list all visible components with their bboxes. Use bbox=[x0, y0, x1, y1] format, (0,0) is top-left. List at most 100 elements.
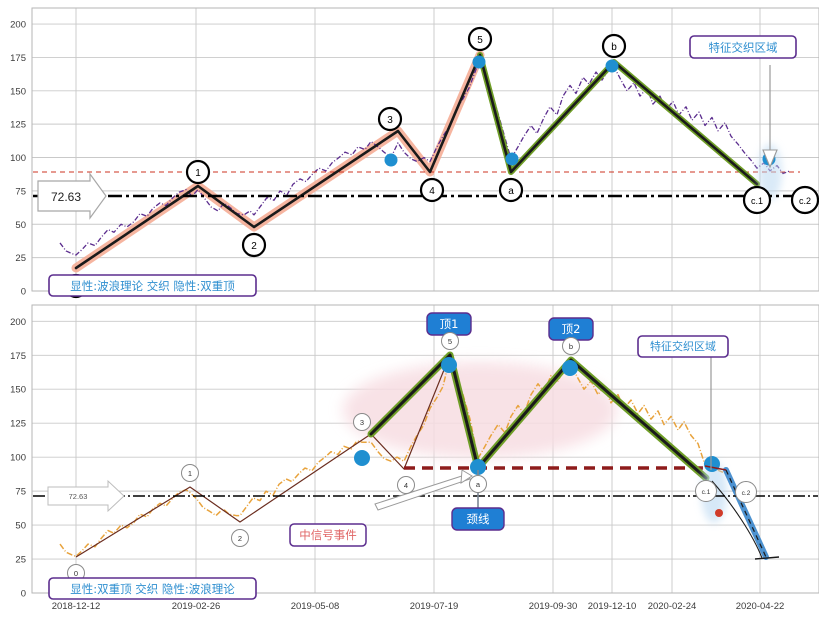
y-axis-tick-label: 0 bbox=[21, 589, 26, 600]
bottom-caption-text: 显性:双重顶 交织 隐性:波浪理论 bbox=[70, 582, 235, 596]
y-axis-tick-label: 125 bbox=[10, 120, 26, 131]
y-axis-tick-label: 50 bbox=[15, 220, 26, 231]
wave-point-marker[interactable] bbox=[231, 529, 249, 547]
wave-point-marker[interactable] bbox=[742, 185, 772, 215]
wave-point-label: a bbox=[508, 186, 514, 197]
y-axis-tick-label: 0 bbox=[21, 287, 26, 298]
signal-marker[interactable] bbox=[562, 360, 578, 376]
x-axis-tick-label: 2020-04-22 bbox=[736, 601, 785, 612]
wave-point-marker[interactable] bbox=[353, 413, 371, 431]
wave-point-label: 3 bbox=[387, 115, 393, 126]
signal-marker[interactable] bbox=[384, 153, 398, 167]
wave-point-marker[interactable] bbox=[469, 475, 487, 493]
y-axis-tick-label: 75 bbox=[15, 487, 26, 498]
wave-point-marker[interactable] bbox=[498, 177, 524, 203]
top-level-value: 72.63 bbox=[51, 190, 81, 204]
wave-point-label: 2 bbox=[251, 241, 257, 252]
y-axis-tick-label: 25 bbox=[15, 555, 26, 566]
x-axis-tick-label: 2019-02-26 bbox=[172, 601, 221, 612]
wave-point-label: a bbox=[476, 480, 481, 489]
top-caption-text: 显性:波浪理论 交织 隐性:双重顶 bbox=[70, 279, 235, 293]
x-axis-tick-label: 2018-12-12 bbox=[52, 601, 101, 612]
wave-point-marker[interactable] bbox=[562, 337, 580, 355]
bottom-level-value: 72.63 bbox=[69, 492, 88, 501]
wave-point-marker[interactable] bbox=[695, 480, 717, 502]
wave-point-label: 1 bbox=[195, 168, 201, 179]
y-axis-tick-label: 175 bbox=[10, 351, 26, 362]
wave-point-label: c.2 bbox=[799, 196, 811, 206]
signal-marker[interactable] bbox=[472, 55, 486, 69]
top-wave-skeleton bbox=[74, 53, 759, 270]
y-axis-tick-label: 50 bbox=[15, 521, 26, 532]
bottom-top2-callout: 顶2 bbox=[548, 317, 594, 341]
wave-point-marker[interactable] bbox=[181, 464, 199, 482]
signal-marker[interactable] bbox=[354, 450, 370, 466]
bottom-x-axis-ticks: 2018-12-12 2019-02-26 2019-05-08 2019-07-19… bbox=[52, 601, 785, 612]
x-axis-tick-label: 2019-05-08 bbox=[291, 601, 340, 612]
bottom-event-label: 中信号事件 bbox=[299, 528, 357, 542]
top-down-arrow-icon bbox=[762, 65, 778, 169]
top-plot-frame bbox=[31, 7, 819, 292]
wave-point-marker[interactable] bbox=[467, 26, 493, 52]
signal-marker[interactable] bbox=[605, 59, 619, 73]
bottom-plot-frame bbox=[31, 304, 819, 594]
x-axis-tick-label: 2020-02-24 bbox=[648, 601, 697, 612]
y-axis-tick-label: 25 bbox=[15, 253, 26, 264]
bottom-region-label: 特征交织区域 bbox=[637, 335, 729, 358]
wave-point-marker[interactable] bbox=[419, 177, 445, 203]
bottom-top1-label: 顶1 bbox=[440, 317, 459, 331]
wave-point-label: 4 bbox=[404, 481, 408, 490]
wave-point-label: b bbox=[611, 42, 617, 53]
wave-point-label: 3 bbox=[360, 418, 364, 427]
wave-point-marker[interactable] bbox=[441, 332, 459, 350]
x-axis-tick-label: 2019-07-19 bbox=[410, 601, 459, 612]
bottom-y-axis-ticks: 0 25 50 75 100 125 150 175 200 bbox=[10, 317, 26, 600]
bottom-neckline-label: 颈线 bbox=[467, 512, 490, 526]
y-axis-tick-label: 175 bbox=[10, 53, 26, 64]
wave-point-label: c.2 bbox=[742, 490, 751, 497]
top-region-label: 特征交织区域 bbox=[689, 35, 797, 59]
top-region-label-text: 特征交织区域 bbox=[709, 41, 778, 55]
wave-point-label: b bbox=[569, 342, 573, 351]
wave-point-marker[interactable] bbox=[185, 159, 211, 185]
top-plot-background bbox=[32, 8, 819, 291]
wave-point-marker[interactable] bbox=[241, 232, 267, 258]
y-axis-tick-label: 200 bbox=[10, 317, 26, 328]
top-price-series bbox=[59, 58, 791, 256]
top-y-axis-ticks: 0 25 50 75 100 125 150 175 200 bbox=[10, 20, 26, 298]
y-axis-tick-label: 100 bbox=[10, 153, 26, 164]
wave-point-marker[interactable] bbox=[735, 481, 757, 503]
y-axis-tick-label: 125 bbox=[10, 419, 26, 430]
y-axis-tick-label: 200 bbox=[10, 20, 26, 31]
sell-signal-marker[interactable] bbox=[715, 509, 723, 517]
bottom-price-series bbox=[59, 355, 727, 558]
y-axis-tick-label: 150 bbox=[10, 385, 26, 396]
top-level-arrow-badge: 72.63 bbox=[37, 172, 107, 220]
signal-marker[interactable] bbox=[704, 456, 720, 472]
y-axis-tick-label: 100 bbox=[10, 453, 26, 464]
wave-point-marker[interactable] bbox=[790, 185, 819, 215]
signal-marker[interactable] bbox=[470, 459, 486, 475]
bottom-caption: 显性:双重顶 交织 隐性:波浪理论 bbox=[48, 577, 257, 600]
bottom-breakout-projection bbox=[704, 465, 780, 560]
top-gridlines bbox=[32, 8, 819, 292]
signal-marker[interactable] bbox=[441, 357, 457, 373]
bottom-pattern-highlight bbox=[343, 362, 617, 458]
top-caption: 显性:波浪理论 交织 隐性:双重顶 bbox=[48, 274, 257, 297]
bottom-region-label-text: 特征交织区域 bbox=[650, 339, 716, 353]
x-axis-tick-label: 2019-12-10 bbox=[588, 601, 637, 612]
bottom-top1-callout: 顶1 bbox=[426, 312, 472, 336]
wave-point-marker[interactable] bbox=[377, 106, 403, 132]
y-axis-tick-label: 150 bbox=[10, 86, 26, 97]
wave-point-marker[interactable] bbox=[397, 476, 415, 494]
wave-point-marker[interactable] bbox=[601, 33, 627, 59]
signal-marker[interactable] bbox=[505, 152, 519, 166]
wave-point-label: 5 bbox=[448, 337, 452, 346]
bottom-top2-label: 顶2 bbox=[562, 322, 581, 336]
wave-point-label: 1 bbox=[188, 469, 192, 478]
wave-point-label: 2 bbox=[238, 534, 242, 543]
